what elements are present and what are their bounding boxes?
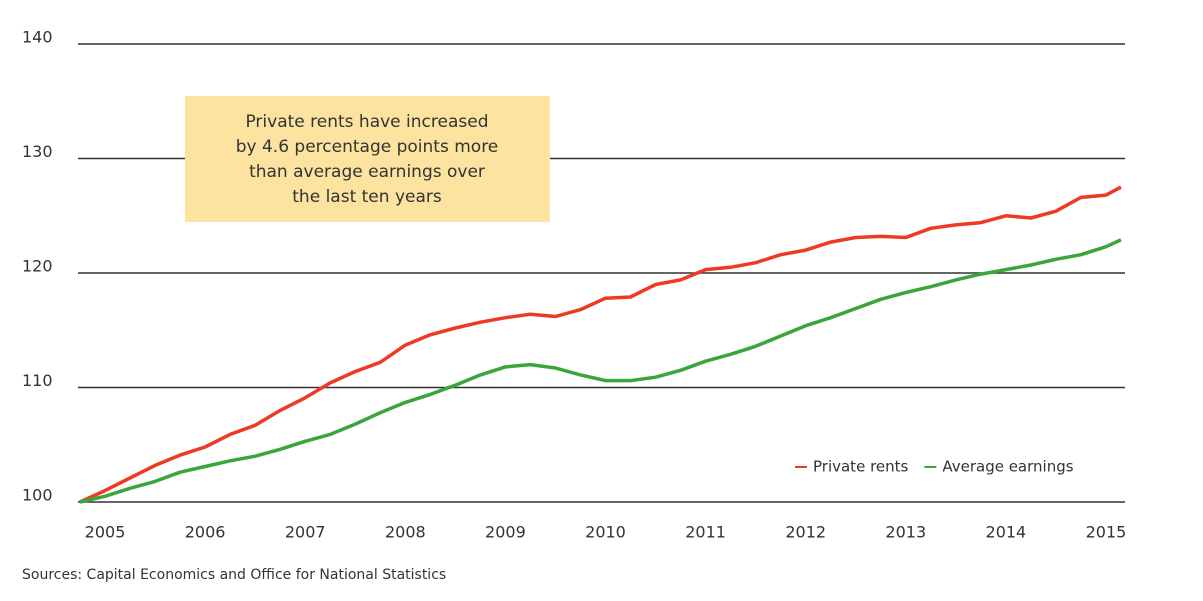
x-tick-label: 2009 [485,523,526,542]
line-series [79,185,1122,504]
annotation-text: the last ten years [292,187,442,207]
x-tick-label: 2008 [385,523,426,542]
y-tick-label: 120 [22,257,53,276]
x-tick-label: 2010 [585,523,626,542]
x-tick-label: 2011 [685,523,726,542]
y-tick-label: 130 [22,142,53,161]
x-tick-label: 2007 [285,523,326,542]
x-tick-label: 2015 [1086,523,1127,542]
x-tick-label: 2006 [185,523,226,542]
annotation-text: Private rents have increased [245,112,488,132]
annotation-text: than average earnings over [249,162,485,182]
annotation-box [185,96,550,222]
x-tick-label: 2014 [986,523,1027,542]
legend-label: Private rents [813,458,909,476]
source-note: Sources: Capital Economics and Office fo… [22,567,446,583]
annotation-text: by 4.6 percentage points more [236,137,499,157]
y-tick-label: 140 [22,28,53,47]
line-series [79,238,1122,504]
y-tick-label: 100 [22,486,53,505]
y-tick-label: 110 [22,371,53,390]
x-tick-label: 2005 [85,523,126,542]
x-tick-label: 2012 [785,523,826,542]
legend-label: Average earnings [942,458,1073,476]
x-tick-label: 2013 [885,523,926,542]
